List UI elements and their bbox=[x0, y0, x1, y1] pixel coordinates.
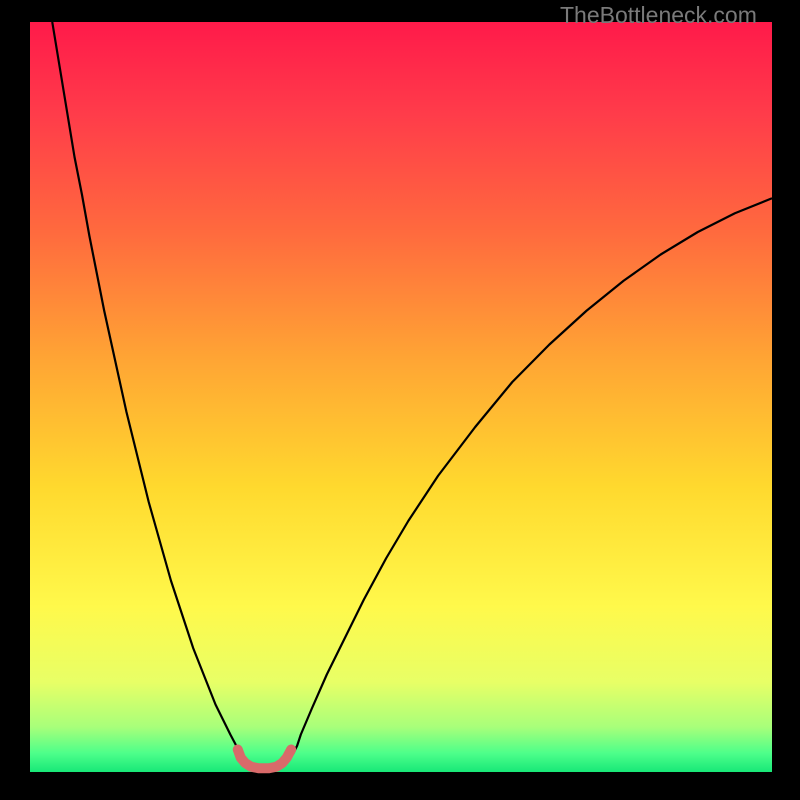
chart-svg bbox=[0, 0, 800, 800]
watermark-text: TheBottleneck.com bbox=[560, 2, 757, 29]
plot-background bbox=[30, 22, 772, 772]
outer-frame: TheBottleneck.com bbox=[0, 0, 800, 800]
